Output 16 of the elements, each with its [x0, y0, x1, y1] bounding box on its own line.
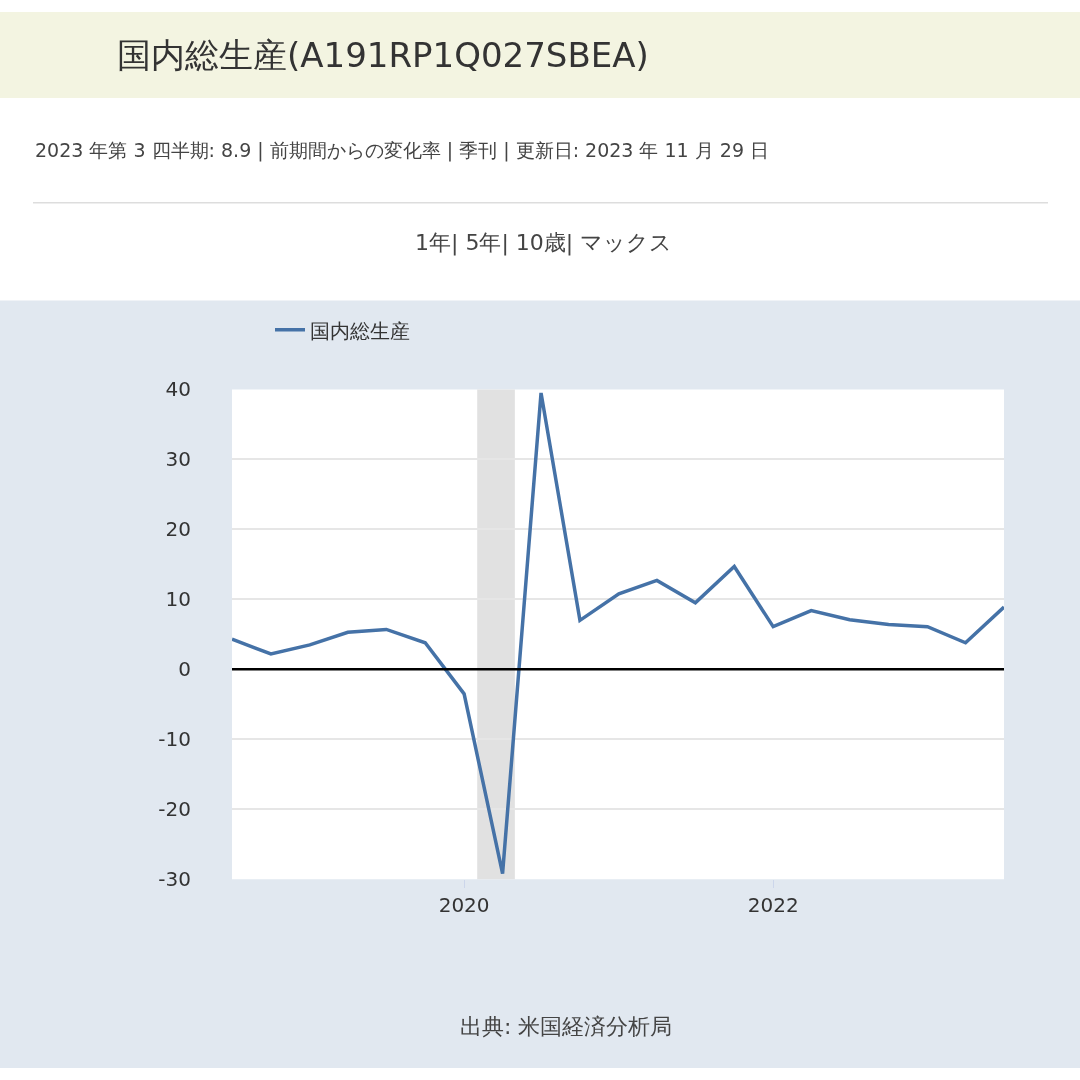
x-tick-label: 2020 [438, 893, 490, 918]
chart-title: 国内総生産(A191RP1Q027SBEA) [117, 35, 649, 75]
y-tick-label: 40 [165, 377, 191, 402]
y-tick-label: 10 [165, 587, 191, 612]
chart-subtitle: 2023 年第 3 四半期: 8.9 | 前期間からの変化率 | 季刊 | 更新日: 2023 年 11 月 29 日 [35, 139, 770, 162]
x-tick-label: 2022 [747, 893, 799, 918]
y-tick-label: -20 [158, 797, 191, 822]
y-tick-label: 20 [165, 517, 191, 542]
legend-label: 国内総生産 [310, 318, 410, 343]
text: 1年| 5年| 10歳| マックス [415, 230, 673, 256]
y-tick-label: -30 [158, 867, 191, 892]
y-tick-label: -10 [158, 727, 191, 752]
y-tick-label: 0 [178, 657, 191, 682]
line-series [232, 391, 1004, 876]
y-tick-label: 30 [165, 447, 191, 472]
source-note: 出典: 米国経済分析局 [460, 1014, 673, 1039]
